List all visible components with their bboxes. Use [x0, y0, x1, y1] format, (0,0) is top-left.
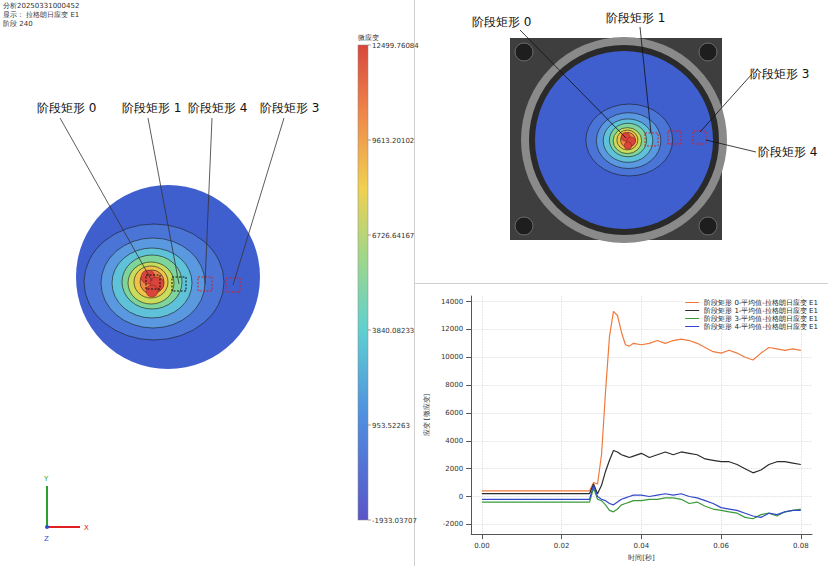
- svg-text:阶段矩形 4: 阶段矩形 4: [758, 145, 817, 159]
- svg-text:分析20250331000452: 分析20250331000452: [3, 2, 79, 10]
- svg-text:阶段矩形 1-平均值-拉格朗日应变 E1: 阶段矩形 1-平均值-拉格朗日应变 E1: [704, 307, 818, 315]
- svg-text:阶段矩形 3: 阶段矩形 3: [260, 101, 319, 115]
- svg-text:6726.64167: 6726.64167: [372, 232, 414, 240]
- svg-text:阶段矩形 0-平均值-拉格朗日应变 E1: 阶段矩形 0-平均值-拉格朗日应变 E1: [704, 299, 818, 307]
- svg-text:0: 0: [459, 493, 463, 501]
- svg-text:10000: 10000: [441, 353, 463, 361]
- svg-text:0.08: 0.08: [793, 542, 809, 550]
- svg-text:阶段矩形 0: 阶段矩形 0: [472, 15, 531, 29]
- svg-text:微应变: 微应变: [358, 34, 379, 42]
- svg-text:阶段矩形 3: 阶段矩形 3: [750, 67, 809, 81]
- svg-text:阶段 240: 阶段 240: [3, 20, 33, 28]
- svg-text:12000: 12000: [441, 325, 463, 333]
- svg-text:阶段矩形 4: 阶段矩形 4: [188, 101, 247, 115]
- svg-text:0.02: 0.02: [554, 542, 570, 550]
- svg-text:0.06: 0.06: [713, 542, 729, 550]
- svg-text:-2000: -2000: [443, 520, 463, 528]
- svg-text:应变 [微应变]: 应变 [微应变]: [423, 393, 431, 436]
- svg-text:Y: Y: [43, 475, 49, 483]
- svg-text:12499.76084: 12499.76084: [372, 42, 419, 50]
- svg-text:3840.08233: 3840.08233: [372, 327, 414, 335]
- svg-text:阶段矩形 3-平均值-拉格朗日应变 E1: 阶段矩形 3-平均值-拉格朗日应变 E1: [704, 315, 818, 323]
- svg-text:阶段矩形 1: 阶段矩形 1: [606, 11, 665, 25]
- svg-text:6000: 6000: [445, 409, 463, 417]
- svg-text:2000: 2000: [445, 465, 463, 473]
- svg-text:-1933.03707: -1933.03707: [372, 517, 417, 525]
- svg-text:4000: 4000: [445, 437, 463, 445]
- svg-text:Z: Z: [44, 535, 49, 543]
- svg-text:14000: 14000: [441, 298, 463, 306]
- svg-text:阶段矩形 4-平均值-拉格朗日应变 E1: 阶段矩形 4-平均值-拉格朗日应变 E1: [704, 323, 818, 331]
- svg-text:X: X: [84, 524, 89, 532]
- svg-text:953.52263: 953.52263: [372, 422, 410, 430]
- svg-text:9613.20102: 9613.20102: [372, 137, 414, 145]
- svg-text:阶段矩形 0: 阶段矩形 0: [37, 101, 96, 115]
- svg-text:时间[秒]: 时间[秒]: [628, 554, 655, 562]
- svg-text:8000: 8000: [445, 381, 463, 389]
- svg-text:显示： 拉格朗日应变 E1: 显示： 拉格朗日应变 E1: [3, 11, 79, 19]
- svg-text:0.00: 0.00: [474, 542, 490, 550]
- svg-text:0.04: 0.04: [634, 542, 650, 550]
- svg-text:阶段矩形 1: 阶段矩形 1: [122, 101, 181, 115]
